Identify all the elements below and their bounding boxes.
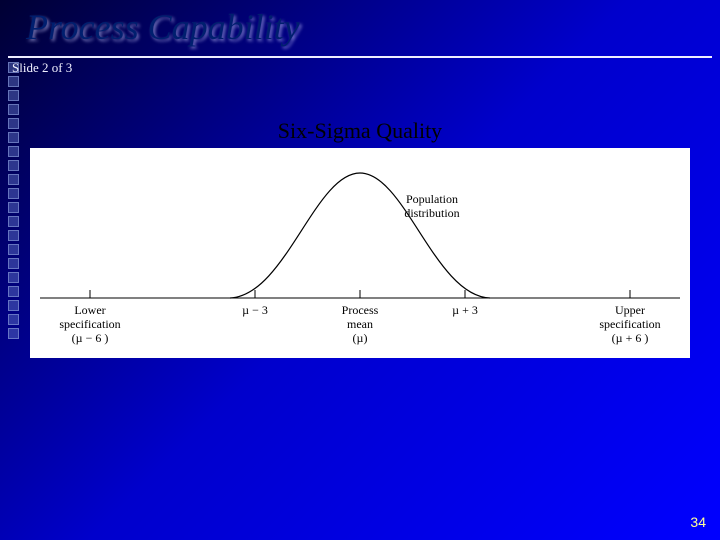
svg-text:(µ + 6 ): (µ + 6 ): [612, 331, 649, 345]
svg-text:Lower: Lower: [74, 303, 105, 317]
svg-text:µ − 3: µ − 3: [242, 303, 268, 317]
title-underline: [8, 56, 712, 58]
svg-text:µ + 3: µ + 3: [452, 303, 478, 317]
svg-text:Process: Process: [342, 303, 379, 317]
svg-text:(µ): (µ): [353, 331, 368, 345]
svg-text:specification: specification: [599, 317, 660, 331]
svg-text:mean: mean: [347, 317, 373, 331]
svg-text:(µ − 6 ): (µ − 6 ): [72, 331, 109, 345]
decorative-side-squares: [8, 62, 19, 339]
svg-text:distribution: distribution: [404, 206, 459, 220]
page-number: 34: [690, 514, 706, 530]
svg-text:specification: specification: [59, 317, 120, 331]
svg-text:Population: Population: [406, 192, 458, 206]
slide-counter: Slide 2 of 3: [12, 60, 72, 76]
svg-text:Upper: Upper: [615, 303, 645, 317]
slide-subtitle: Six-Sigma Quality: [0, 118, 720, 144]
slide-title: Process Capability: [26, 6, 300, 48]
six-sigma-figure: PopulationdistributionLowerspecification…: [30, 148, 690, 358]
